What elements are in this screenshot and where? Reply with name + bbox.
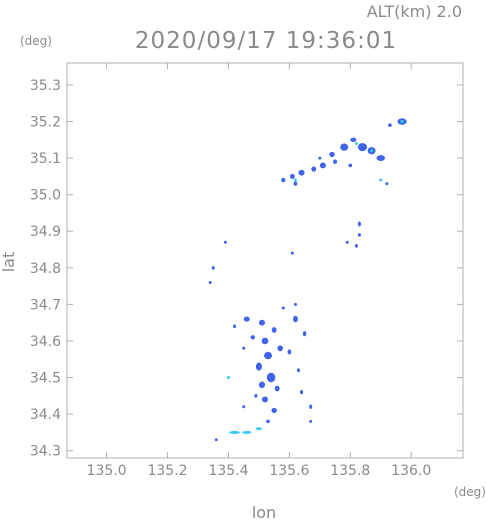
- x-tick-label: 135.8: [330, 463, 370, 479]
- radar-echo-point: [255, 362, 262, 371]
- radar-echo-point: [332, 159, 338, 164]
- radar-echo-point: [242, 430, 252, 434]
- radar-echo-point: [258, 319, 266, 326]
- radar-echo-point: [293, 315, 298, 323]
- radar-echo-point: [281, 306, 285, 310]
- radar-echo-point: [233, 324, 237, 329]
- radar-echo-point: [293, 302, 297, 306]
- radar-echo-point: [357, 233, 361, 237]
- radar-echo-point: [370, 149, 374, 153]
- radar-echo-point: [223, 240, 227, 244]
- radar-echo-point: [298, 169, 305, 176]
- radar-echo-point: [345, 240, 349, 244]
- radar-echo-point: [266, 372, 276, 383]
- radar-echo-point: [264, 351, 273, 360]
- radar-echo-point: [277, 345, 283, 352]
- radar-echo-point: [271, 327, 277, 333]
- radar-echo-point: [385, 182, 389, 186]
- y-tick-label: 34.7: [30, 297, 61, 313]
- radar-echo-point: [293, 181, 298, 186]
- radar-echo-point: [214, 438, 218, 442]
- x-tick-label: 135.2: [147, 463, 187, 479]
- radar-echo-point: [318, 156, 322, 160]
- radar-echo-point: [357, 221, 361, 227]
- y-axis-title: lat: [0, 252, 18, 273]
- x-tick-label: 136.0: [391, 463, 431, 479]
- radar-echo-point: [274, 385, 280, 392]
- radar-echoes: [208, 118, 407, 442]
- chart-title: 2020/09/17 19:36:01: [135, 28, 397, 54]
- radar-echo-point: [250, 335, 255, 340]
- y-tick-label: 34.8: [30, 261, 61, 277]
- radar-echo-point: [258, 381, 266, 389]
- y-tick-label: 35.2: [30, 115, 61, 131]
- y-tick-label: 34.4: [30, 407, 61, 423]
- radar-echo-point: [357, 143, 368, 152]
- y-tick-label: 34.9: [30, 224, 61, 240]
- radar-echo-point: [290, 251, 294, 255]
- radar-echo-point: [261, 396, 269, 403]
- radar-echo-point: [302, 331, 307, 337]
- radar-echo-point: [354, 244, 358, 248]
- x-tick-label: 135.4: [208, 463, 248, 479]
- radar-echo-point: [293, 178, 297, 182]
- y-tick-label: 34.6: [30, 334, 61, 350]
- radar-echo-point: [211, 265, 215, 270]
- radar-echo-point: [271, 407, 277, 414]
- altitude-label: ALT(km) 2.0: [367, 2, 462, 21]
- radar-echo-point: [309, 419, 313, 423]
- radar-echo-point: [208, 280, 212, 284]
- radar-echo-point: [266, 419, 270, 424]
- radar-echo-point: [400, 120, 404, 124]
- y-tick-label: 34.3: [30, 444, 61, 460]
- x-axis-title: lon: [252, 503, 276, 521]
- y-tick-label: 35.1: [30, 151, 61, 167]
- y-tick-label: 34.5: [30, 371, 61, 387]
- y-tick-label: 35.3: [30, 78, 61, 94]
- x-unit-label: (deg): [454, 485, 486, 499]
- radar-echo-point: [243, 316, 250, 322]
- radar-echo-point: [340, 143, 349, 151]
- radar-echo-point: [329, 151, 335, 157]
- radar-echo-point: [229, 430, 241, 434]
- radar-echo-point: [379, 178, 383, 182]
- plot-frame: [66, 62, 464, 459]
- radar-echo-point: [296, 368, 301, 373]
- y-unit-label: (deg): [20, 34, 52, 48]
- x-tick-label: 135.6: [269, 463, 309, 479]
- radar-echo-point: [309, 404, 313, 409]
- radar-echo-point: [281, 177, 286, 183]
- radar-echo-point: [388, 123, 392, 128]
- radar-echo-point: [289, 173, 295, 179]
- x-axis: 135.0 135.2 135.4 135.6 135.8 136.0: [87, 63, 431, 479]
- radar-echo-point: [242, 346, 246, 350]
- radar-echo-point: [350, 137, 357, 142]
- radar-echo-point: [287, 349, 292, 355]
- radar-echo-point: [226, 376, 230, 380]
- y-axis: 34.3 34.4 34.5 34.6 34.7 34.8 34.9 35.0 35.1 35.2…: [30, 78, 463, 460]
- radar-echo-point: [242, 405, 246, 409]
- radar-echo-point: [311, 166, 317, 172]
- radar-echo-point: [319, 162, 326, 169]
- x-tick-label: 135.0: [87, 463, 127, 479]
- radar-echo-point: [300, 389, 304, 395]
- radar-echo-point: [354, 141, 358, 145]
- radar-echo-point: [261, 337, 269, 345]
- radar-echo-point: [376, 155, 386, 162]
- y-tick-label: 35.0: [30, 188, 61, 204]
- radar-echo-point: [255, 427, 262, 431]
- radar-echo-point: [348, 163, 353, 168]
- radar-echo-point: [254, 393, 258, 398]
